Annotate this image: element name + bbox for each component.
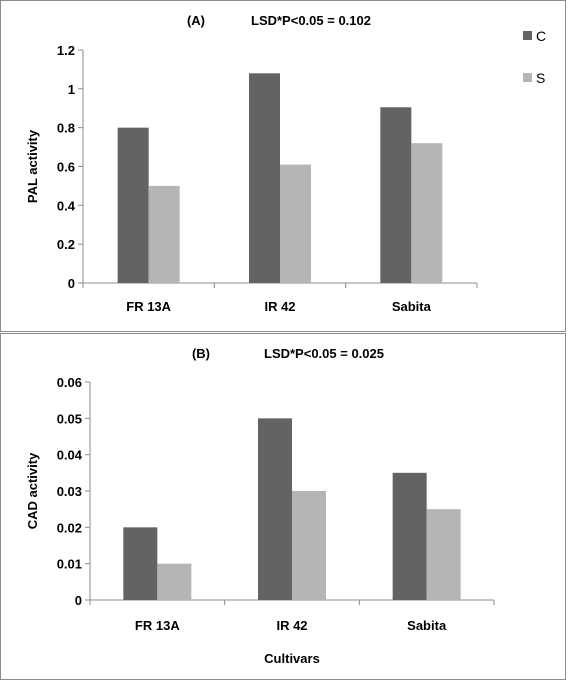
bar-s-fr-13a — [157, 563, 192, 600]
x-category-label: IR 42 — [276, 618, 307, 633]
y-tick-label: 0.02 — [57, 520, 82, 535]
chart-title: LSD*P<0.05 = 0.025 — [264, 346, 384, 361]
x-category-label: FR 13A — [135, 618, 180, 633]
pal-activity-chart: (A) LSD*P<0.05 = 0.102 0 0.2 0.4 0.6 0.8 1 1.2 PA… — [25, 13, 546, 314]
x-category-label: Sabita — [407, 618, 447, 633]
y-tick-label: 0.2 — [57, 237, 75, 252]
chart-panel-b: (B) LSD*P<0.05 = 0.025 0 0.01 0.02 0.03 0.04 0.… — [0, 333, 566, 680]
y-tick-label: 1 — [68, 82, 75, 97]
bar-s-sabita — [411, 143, 443, 283]
bar-s-ir-42 — [280, 164, 311, 283]
chart-title: LSD*P<0.05 = 0.102 — [251, 13, 371, 28]
y-axis-label: PAL activity — [25, 129, 40, 203]
y-tick-label: 0.4 — [57, 198, 76, 213]
y-tick-label: 0.01 — [57, 557, 82, 572]
x-category-label: Sabita — [392, 299, 432, 314]
bar-c-ir-42 — [258, 418, 292, 600]
y-tick-label: 0.6 — [57, 160, 75, 175]
y-tick-label: 0.06 — [57, 375, 82, 390]
x-category-label: IR 42 — [264, 299, 295, 314]
cad-activity-chart: (B) LSD*P<0.05 = 0.025 0 0.01 0.02 0.03 0.04 0.… — [25, 346, 495, 666]
chart-panel-a: (A) LSD*P<0.05 = 0.102 0 0.2 0.4 0.6 0.8 1 1.2 PA… — [0, 0, 566, 332]
y-tick-label: 0.8 — [57, 121, 75, 136]
chart-title-prefix: (A) — [187, 13, 205, 28]
bar-c-sabita — [392, 472, 427, 600]
legend-swatch-c — [523, 31, 532, 40]
y-tick-label: 0.03 — [57, 484, 82, 499]
y-tick-label: 1.2 — [57, 43, 75, 58]
y-tick-label: 0 — [75, 593, 82, 608]
x-category-label: FR 13A — [126, 299, 171, 314]
bar-c-fr-13a — [117, 127, 149, 284]
y-tick-label: 0.05 — [57, 411, 82, 426]
bar-c-sabita — [380, 107, 412, 283]
y-axis-label: CAD activity — [25, 452, 40, 529]
y-tick-label: 0 — [68, 276, 75, 291]
y-tick-label: 0.04 — [57, 448, 83, 463]
legend-label-s: S — [536, 70, 545, 86]
bar-c-ir-42 — [249, 73, 280, 283]
bar-s-ir-42 — [292, 491, 326, 600]
legend-label-c: C — [536, 28, 546, 44]
bar-s-sabita — [426, 509, 461, 600]
bar-s-fr-13a — [148, 185, 180, 283]
bar-c-fr-13a — [123, 527, 158, 600]
x-axis-label: Cultivars — [264, 651, 320, 666]
legend-swatch-s — [523, 73, 532, 82]
chart-title-prefix: (B) — [192, 346, 210, 361]
